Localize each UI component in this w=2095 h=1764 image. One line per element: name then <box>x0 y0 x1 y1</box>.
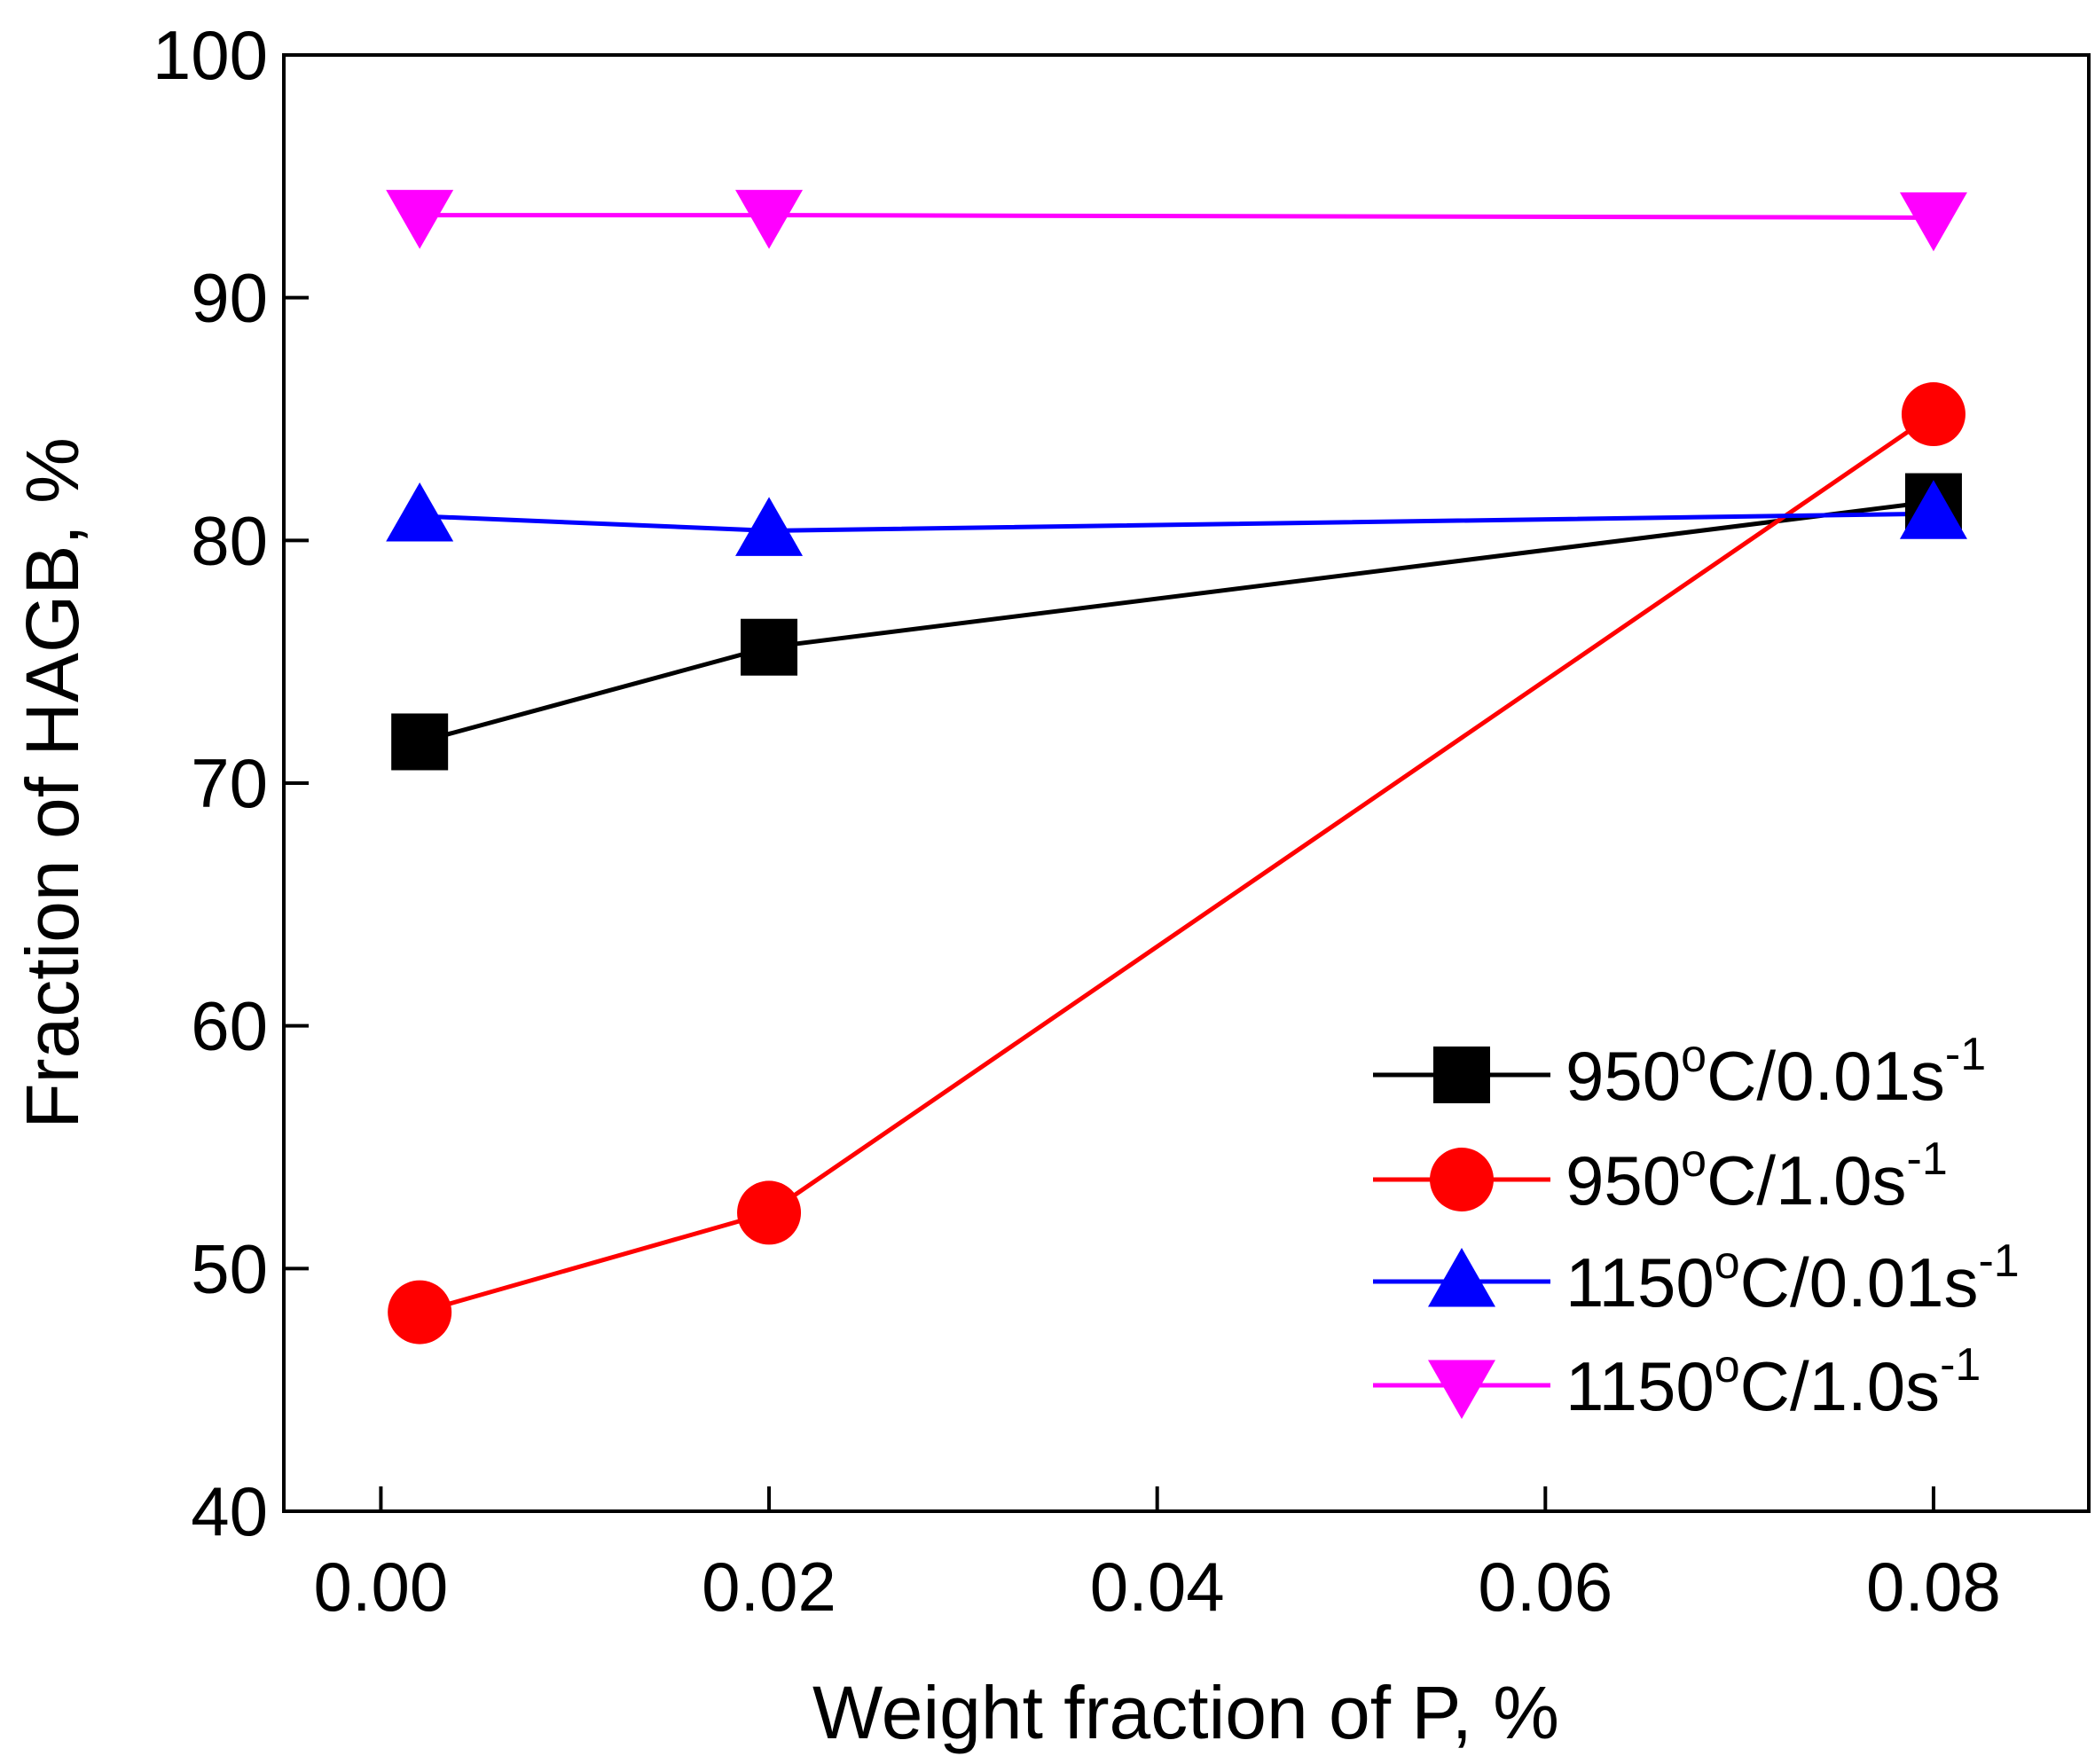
x-tick-label: 0.02 <box>702 1548 836 1626</box>
legend-item: 1150oC/0.01s-1 <box>1373 1235 2020 1321</box>
x-tick-label: 0.06 <box>1478 1548 1612 1626</box>
legend-marker <box>1433 1047 1490 1103</box>
data-point <box>1899 192 1967 252</box>
data-point <box>386 190 454 249</box>
y-tick-label: 100 <box>153 16 268 94</box>
x-tick-label: 0.00 <box>314 1548 449 1626</box>
y-tick-label: 50 <box>191 1229 268 1307</box>
data-point <box>741 618 798 676</box>
series-line <box>420 213 1934 220</box>
data-point <box>735 497 804 556</box>
legend-label: 1150oC/1.0s-1 <box>1565 1339 1981 1425</box>
data-point <box>388 1280 452 1345</box>
y-tick-label: 60 <box>191 987 268 1065</box>
series-markers <box>386 190 1967 1345</box>
legend: 950oC/0.01s-1 950oC/1.0s-1 1150oC/0.01s-1 1… <box>1373 1029 2020 1425</box>
y-tick-label: 40 <box>191 1472 268 1550</box>
legend-marker <box>1428 1360 1495 1419</box>
data-point <box>386 482 454 542</box>
data-point <box>1901 382 1966 447</box>
x-tick-label: 0.08 <box>1866 1548 2001 1626</box>
y-tick-label: 90 <box>191 259 268 337</box>
x-tick-label: 0.04 <box>1090 1548 1225 1626</box>
y-axis-title: Fraction of HAGB, % <box>11 437 94 1129</box>
legend-item: 950oC/1.0s-1 <box>1373 1133 1948 1219</box>
data-point <box>1899 480 1967 539</box>
y-tick-label: 70 <box>191 744 268 822</box>
legend-label: 950oC/0.01s-1 <box>1565 1029 1986 1115</box>
series-line <box>419 499 1934 744</box>
legend-label: 1150oC/0.01s-1 <box>1565 1235 2020 1321</box>
data-point <box>737 1180 802 1245</box>
data-point <box>735 190 804 249</box>
axis-ticks: 0.00 0.02 0.04 0.06 0.08 40 50 60 70 80 90 100 <box>153 16 2001 1626</box>
x-axis-title: Weight fraction of P, % <box>812 1671 1559 1754</box>
y-tick-label: 80 <box>191 501 268 579</box>
legend-marker <box>1430 1148 1494 1211</box>
data-point <box>391 713 449 771</box>
legend-item: 1150oC/1.0s-1 <box>1373 1339 1981 1425</box>
legend-label: 950oC/1.0s-1 <box>1565 1133 1948 1219</box>
legend-item: 950oC/0.01s-1 <box>1373 1029 1986 1115</box>
legend-marker <box>1428 1248 1495 1307</box>
